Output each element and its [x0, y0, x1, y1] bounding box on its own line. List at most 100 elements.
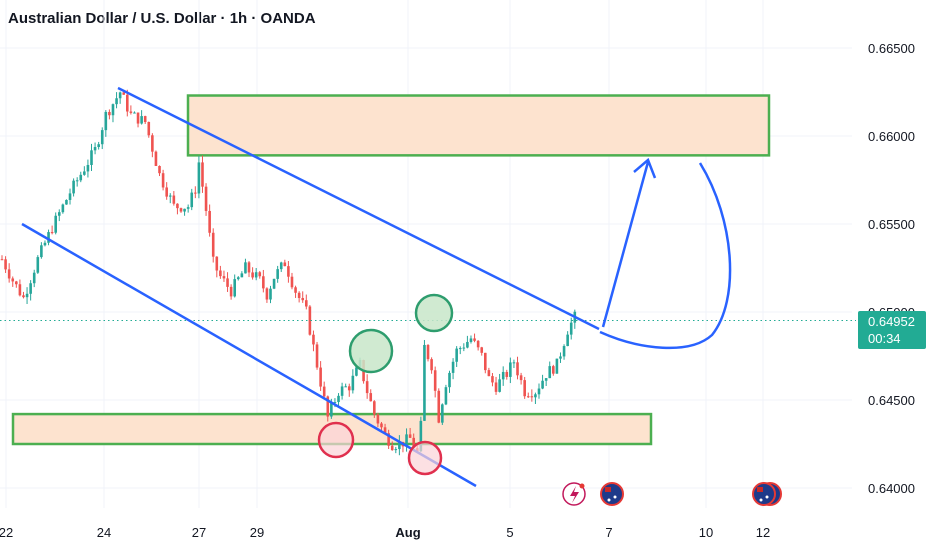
- candle-body: [0, 259, 4, 261]
- candle-body: [473, 338, 476, 341]
- candle-body: [501, 371, 505, 380]
- candle-body: [509, 362, 512, 377]
- candle-body: [97, 144, 100, 148]
- candle-body: [258, 272, 262, 277]
- y-tick-label: 0.66500: [868, 41, 915, 56]
- candle-body: [176, 203, 179, 209]
- candle-body: [491, 376, 494, 383]
- candle-body: [168, 195, 172, 197]
- flag-star: [607, 498, 611, 502]
- candle-body: [43, 242, 47, 246]
- candle-body: [537, 388, 541, 395]
- candle-body: [29, 283, 32, 294]
- candle-body: [83, 171, 86, 175]
- candle-body: [294, 287, 297, 293]
- candle-body: [154, 151, 158, 166]
- candle-body: [476, 340, 480, 348]
- bar-countdown: 00:34: [868, 331, 901, 346]
- candle-body: [201, 162, 204, 187]
- candle-body: [380, 423, 383, 428]
- candle-body: [305, 300, 308, 307]
- candle-body: [455, 348, 458, 362]
- candle-body: [412, 437, 415, 449]
- candle-body: [330, 403, 333, 417]
- last-price-tag: 0.64952 00:34: [858, 311, 926, 349]
- candle-body: [315, 344, 319, 368]
- candle-body: [158, 165, 161, 174]
- upper-channel-line: [117, 86, 600, 331]
- candle-body: [161, 173, 165, 188]
- candle-body: [172, 195, 176, 204]
- candle-body: [451, 361, 455, 373]
- candle-body: [197, 162, 201, 194]
- candle-body: [72, 180, 75, 194]
- lightning-glyph: [570, 486, 579, 503]
- candle-body: [376, 414, 380, 424]
- candle-body: [430, 359, 433, 371]
- candle-body: [90, 150, 93, 165]
- candle-body: [469, 338, 473, 342]
- candle-body: [65, 199, 68, 205]
- candle-body: [512, 362, 516, 364]
- candle-body: [433, 370, 437, 391]
- candle-body: [129, 111, 133, 113]
- event-markers: [562, 482, 782, 506]
- candle-body: [340, 386, 344, 396]
- candle-body: [526, 396, 530, 398]
- candle-body: [118, 92, 122, 99]
- candle-body: [394, 449, 398, 451]
- swing-high-circle-1: [348, 328, 394, 374]
- candle-body: [140, 116, 143, 124]
- candle-body: [287, 266, 290, 277]
- candle-body: [54, 215, 57, 233]
- candle-body: [151, 135, 154, 152]
- candle-body: [86, 164, 90, 172]
- candle-body: [122, 92, 126, 95]
- candle-body: [523, 380, 526, 397]
- candle-body: [480, 347, 484, 353]
- x-tick-label: 27: [192, 525, 206, 540]
- projection-arrow-up: [601, 161, 650, 328]
- candle-body: [4, 259, 7, 270]
- candle-body: [555, 358, 559, 374]
- candle-body: [365, 381, 369, 394]
- lower-channel-line: [21, 222, 477, 488]
- candle-body: [519, 375, 523, 381]
- candle-body: [544, 378, 548, 381]
- candle-body: [276, 269, 279, 279]
- candle-body: [100, 130, 104, 145]
- candle-body: [458, 348, 462, 350]
- candle-body: [530, 396, 534, 398]
- x-tick-label: 12: [756, 525, 770, 540]
- x-tick-label: 24: [97, 525, 111, 540]
- projection-curve: [599, 162, 732, 350]
- candle-body: [562, 346, 566, 357]
- candle-body: [18, 284, 22, 296]
- candle-body: [347, 386, 351, 391]
- candle-body: [219, 270, 222, 277]
- candle-body: [25, 293, 29, 298]
- candle-body: [233, 279, 236, 297]
- flag-star: [613, 495, 617, 499]
- candle-body: [448, 372, 451, 388]
- candle-body: [419, 420, 423, 452]
- y-tick-label: 0.64500: [868, 393, 915, 408]
- candle-body: [93, 147, 97, 151]
- candle-body: [208, 210, 211, 233]
- x-tick-label: 5: [506, 525, 513, 540]
- candle-body: [383, 427, 387, 434]
- candle-body: [516, 362, 519, 376]
- candle-body: [36, 257, 40, 273]
- candle-body: [398, 441, 401, 450]
- candle-body: [301, 298, 305, 301]
- candle-body: [441, 404, 444, 423]
- candle-body: [79, 174, 83, 181]
- candle-body: [75, 180, 79, 182]
- candle-body: [40, 245, 43, 258]
- candle-body: [387, 433, 390, 446]
- swing-low-circle-1: [317, 421, 355, 459]
- candle-body: [290, 276, 294, 288]
- candle-body: [487, 370, 491, 377]
- candle-body: [344, 386, 347, 388]
